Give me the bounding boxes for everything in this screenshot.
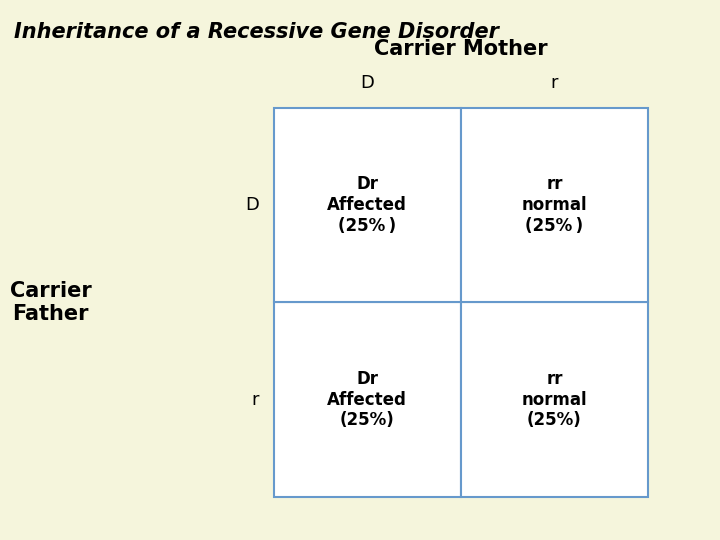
Bar <box>274 302 461 497</box>
Text: Dr
Affected
(25% ): Dr Affected (25% ) <box>328 176 407 235</box>
Text: Dr
Affected
(25%): Dr Affected (25%) <box>328 370 407 429</box>
Text: Carrier Mother: Carrier Mother <box>374 39 548 59</box>
Text: Inheritance of a Recessive Gene Disorder: Inheritance of a Recessive Gene Disorder <box>14 22 499 42</box>
Text: Carrier
Father: Carrier Father <box>9 281 91 324</box>
Text: D: D <box>360 74 374 92</box>
Bar <box>274 108 461 302</box>
Text: r: r <box>551 74 558 92</box>
Bar <box>461 108 648 302</box>
Text: rr
normal
(25% ): rr normal (25% ) <box>521 176 588 235</box>
Text: r: r <box>252 390 259 409</box>
Text: rr
normal
(25%): rr normal (25%) <box>521 370 588 429</box>
Text: D: D <box>246 196 259 214</box>
Bar <box>461 302 648 497</box>
